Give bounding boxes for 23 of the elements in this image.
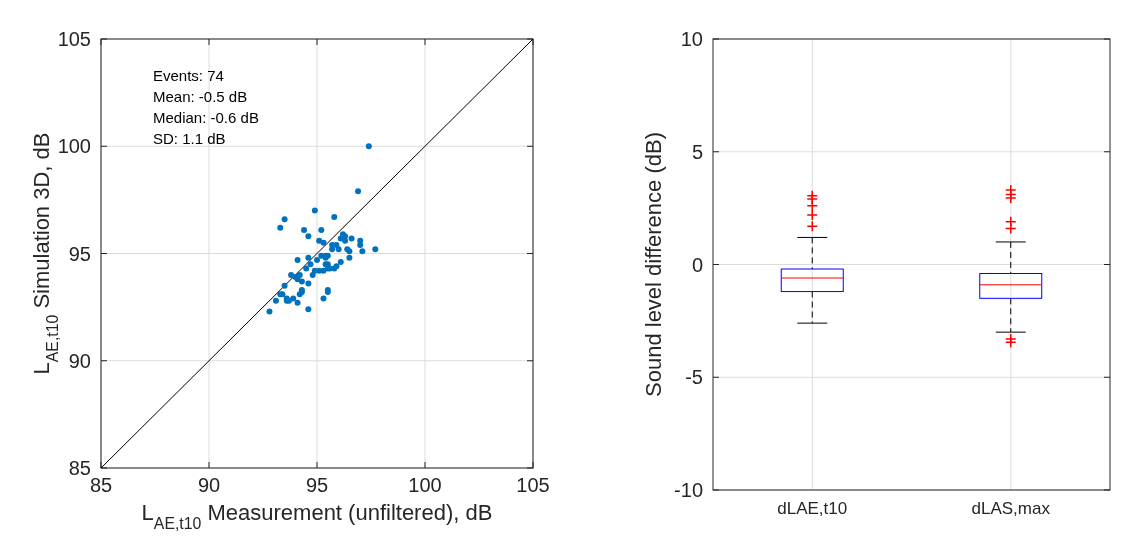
y-tick-label: 5	[691, 140, 703, 163]
x-tick-label: dLAS,max	[971, 499, 1051, 518]
y-tick-label: 90	[68, 349, 91, 372]
y-tick-label: 105	[57, 28, 91, 50]
y-tick-label: 100	[57, 135, 91, 158]
x-tick-label: 85	[89, 474, 113, 496]
y-tick-label: -5	[685, 366, 703, 389]
y-tick-label: 0	[691, 253, 703, 276]
y-tick-label: 95	[68, 242, 91, 265]
y-tick-label: 85	[68, 457, 91, 479]
annotation: SD: 1.1 dB	[153, 130, 226, 147]
y-axis-title: Sound level difference (dB)	[641, 132, 666, 397]
x-tick-label: 95	[305, 474, 329, 496]
y-tick-label: 10	[680, 28, 703, 50]
x-axis-title: L$_{AE,t10}$ Measurement (unfiltered), dB	[141, 500, 493, 532]
x-tick-label: dLAE,t10	[777, 499, 848, 518]
y-tick-label: -10	[674, 479, 703, 501]
annotation: Median: -0.6 dB	[153, 109, 259, 126]
annotation: Mean: -0.5 dB	[153, 88, 248, 105]
x-tick-label: 105	[516, 474, 550, 496]
x-tick-label: 100	[408, 474, 442, 496]
annotation: Events: 74	[153, 67, 224, 84]
x-tick-label: 90	[197, 474, 221, 496]
